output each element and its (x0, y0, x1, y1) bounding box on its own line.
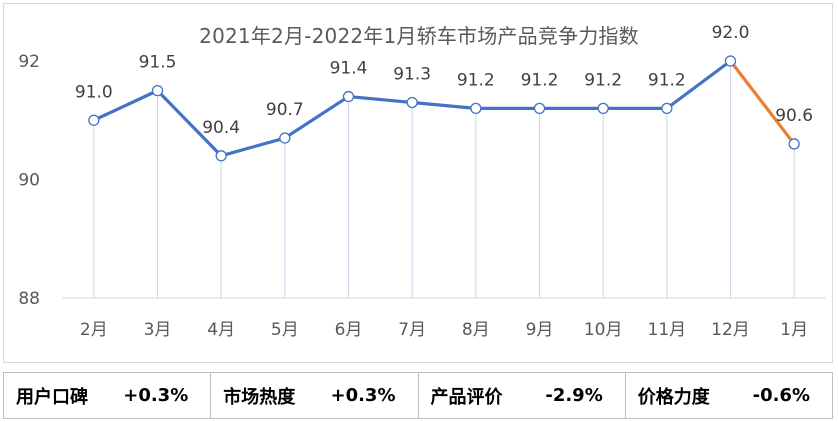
metric-price-strength: 价格力度 -0.6% (626, 373, 832, 418)
metric-market-heat: 市场热度 +0.3% (211, 373, 419, 418)
chart-title: 2021年2月-2022年1月轿车市场产品竞争力指数 (199, 24, 639, 48)
data-label: 91.5 (139, 53, 177, 73)
x-tick-label: 12月 (711, 320, 750, 340)
line-chart: 88 90 92 2月 3月 4月 5月 6月 7月 8月 9月 10月 11月 12月 1月 91.0 91.… (18, 23, 826, 340)
data-point (215, 150, 227, 162)
x-tick-label: 5月 (271, 320, 299, 340)
metric-value: -2.9% (545, 385, 603, 406)
series-line-last-segment (728, 59, 796, 146)
data-point (724, 55, 737, 67)
data-label: 92.0 (712, 23, 750, 43)
x-tick-label: 10月 (584, 320, 623, 340)
metric-user-reputation: 用户口碑 +0.3% (4, 373, 212, 418)
y-tick-label: 92 (18, 52, 40, 72)
data-label: 90.4 (202, 118, 240, 138)
data-point (597, 102, 609, 115)
data-label: 91.2 (521, 70, 559, 90)
x-tick-label: 6月 (335, 320, 363, 340)
x-tick-label: 8月 (462, 320, 490, 340)
metric-product-rating: 产品评价 -2.9% (419, 373, 626, 418)
data-label: 90.6 (775, 106, 813, 126)
data-label: 91.3 (393, 64, 431, 84)
data-label: 91.2 (457, 70, 495, 90)
metric-label: 市场热度 (223, 386, 296, 408)
metric-value: -0.6% (752, 385, 810, 406)
data-point (342, 90, 355, 103)
y-tick-label: 90 (18, 171, 40, 191)
x-tick-label: 9月 (526, 320, 554, 340)
x-tick-label: 7月 (398, 320, 426, 340)
data-label: 91.2 (584, 70, 622, 90)
data-label: 91.2 (648, 70, 686, 90)
data-point (470, 102, 482, 115)
data-point (279, 132, 291, 144)
data-label: 90.7 (266, 100, 304, 120)
metric-value: +0.3% (123, 385, 189, 406)
metrics-bar: 用户口碑 +0.3% 市场热度 +0.3% 产品评价 -2.9% 价格力度 -0… (3, 372, 833, 419)
x-tick-label: 1月 (780, 320, 808, 340)
data-label: 91.0 (75, 82, 113, 102)
x-tick-label: 4月 (207, 320, 235, 340)
metric-label: 产品评价 (430, 386, 503, 408)
metric-label: 价格力度 (637, 386, 710, 408)
data-point (533, 102, 546, 115)
data-point (88, 114, 100, 126)
x-tick-label: 11月 (648, 320, 687, 340)
metric-value: +0.3% (330, 385, 396, 406)
y-tick-label: 88 (18, 289, 40, 309)
data-point (788, 138, 800, 150)
x-tick-label: 3月 (144, 320, 172, 340)
data-point (406, 96, 418, 109)
data-label: 91.4 (330, 59, 368, 79)
data-point (151, 84, 164, 97)
x-tick-label: 2月 (80, 320, 108, 340)
metric-label: 用户口碑 (16, 386, 88, 408)
data-point (661, 102, 673, 115)
chart-frame: 2021年2月-2022年1月轿车市场产品竞争力指数 88 90 92 2月 3月 4月 5… (3, 3, 833, 363)
